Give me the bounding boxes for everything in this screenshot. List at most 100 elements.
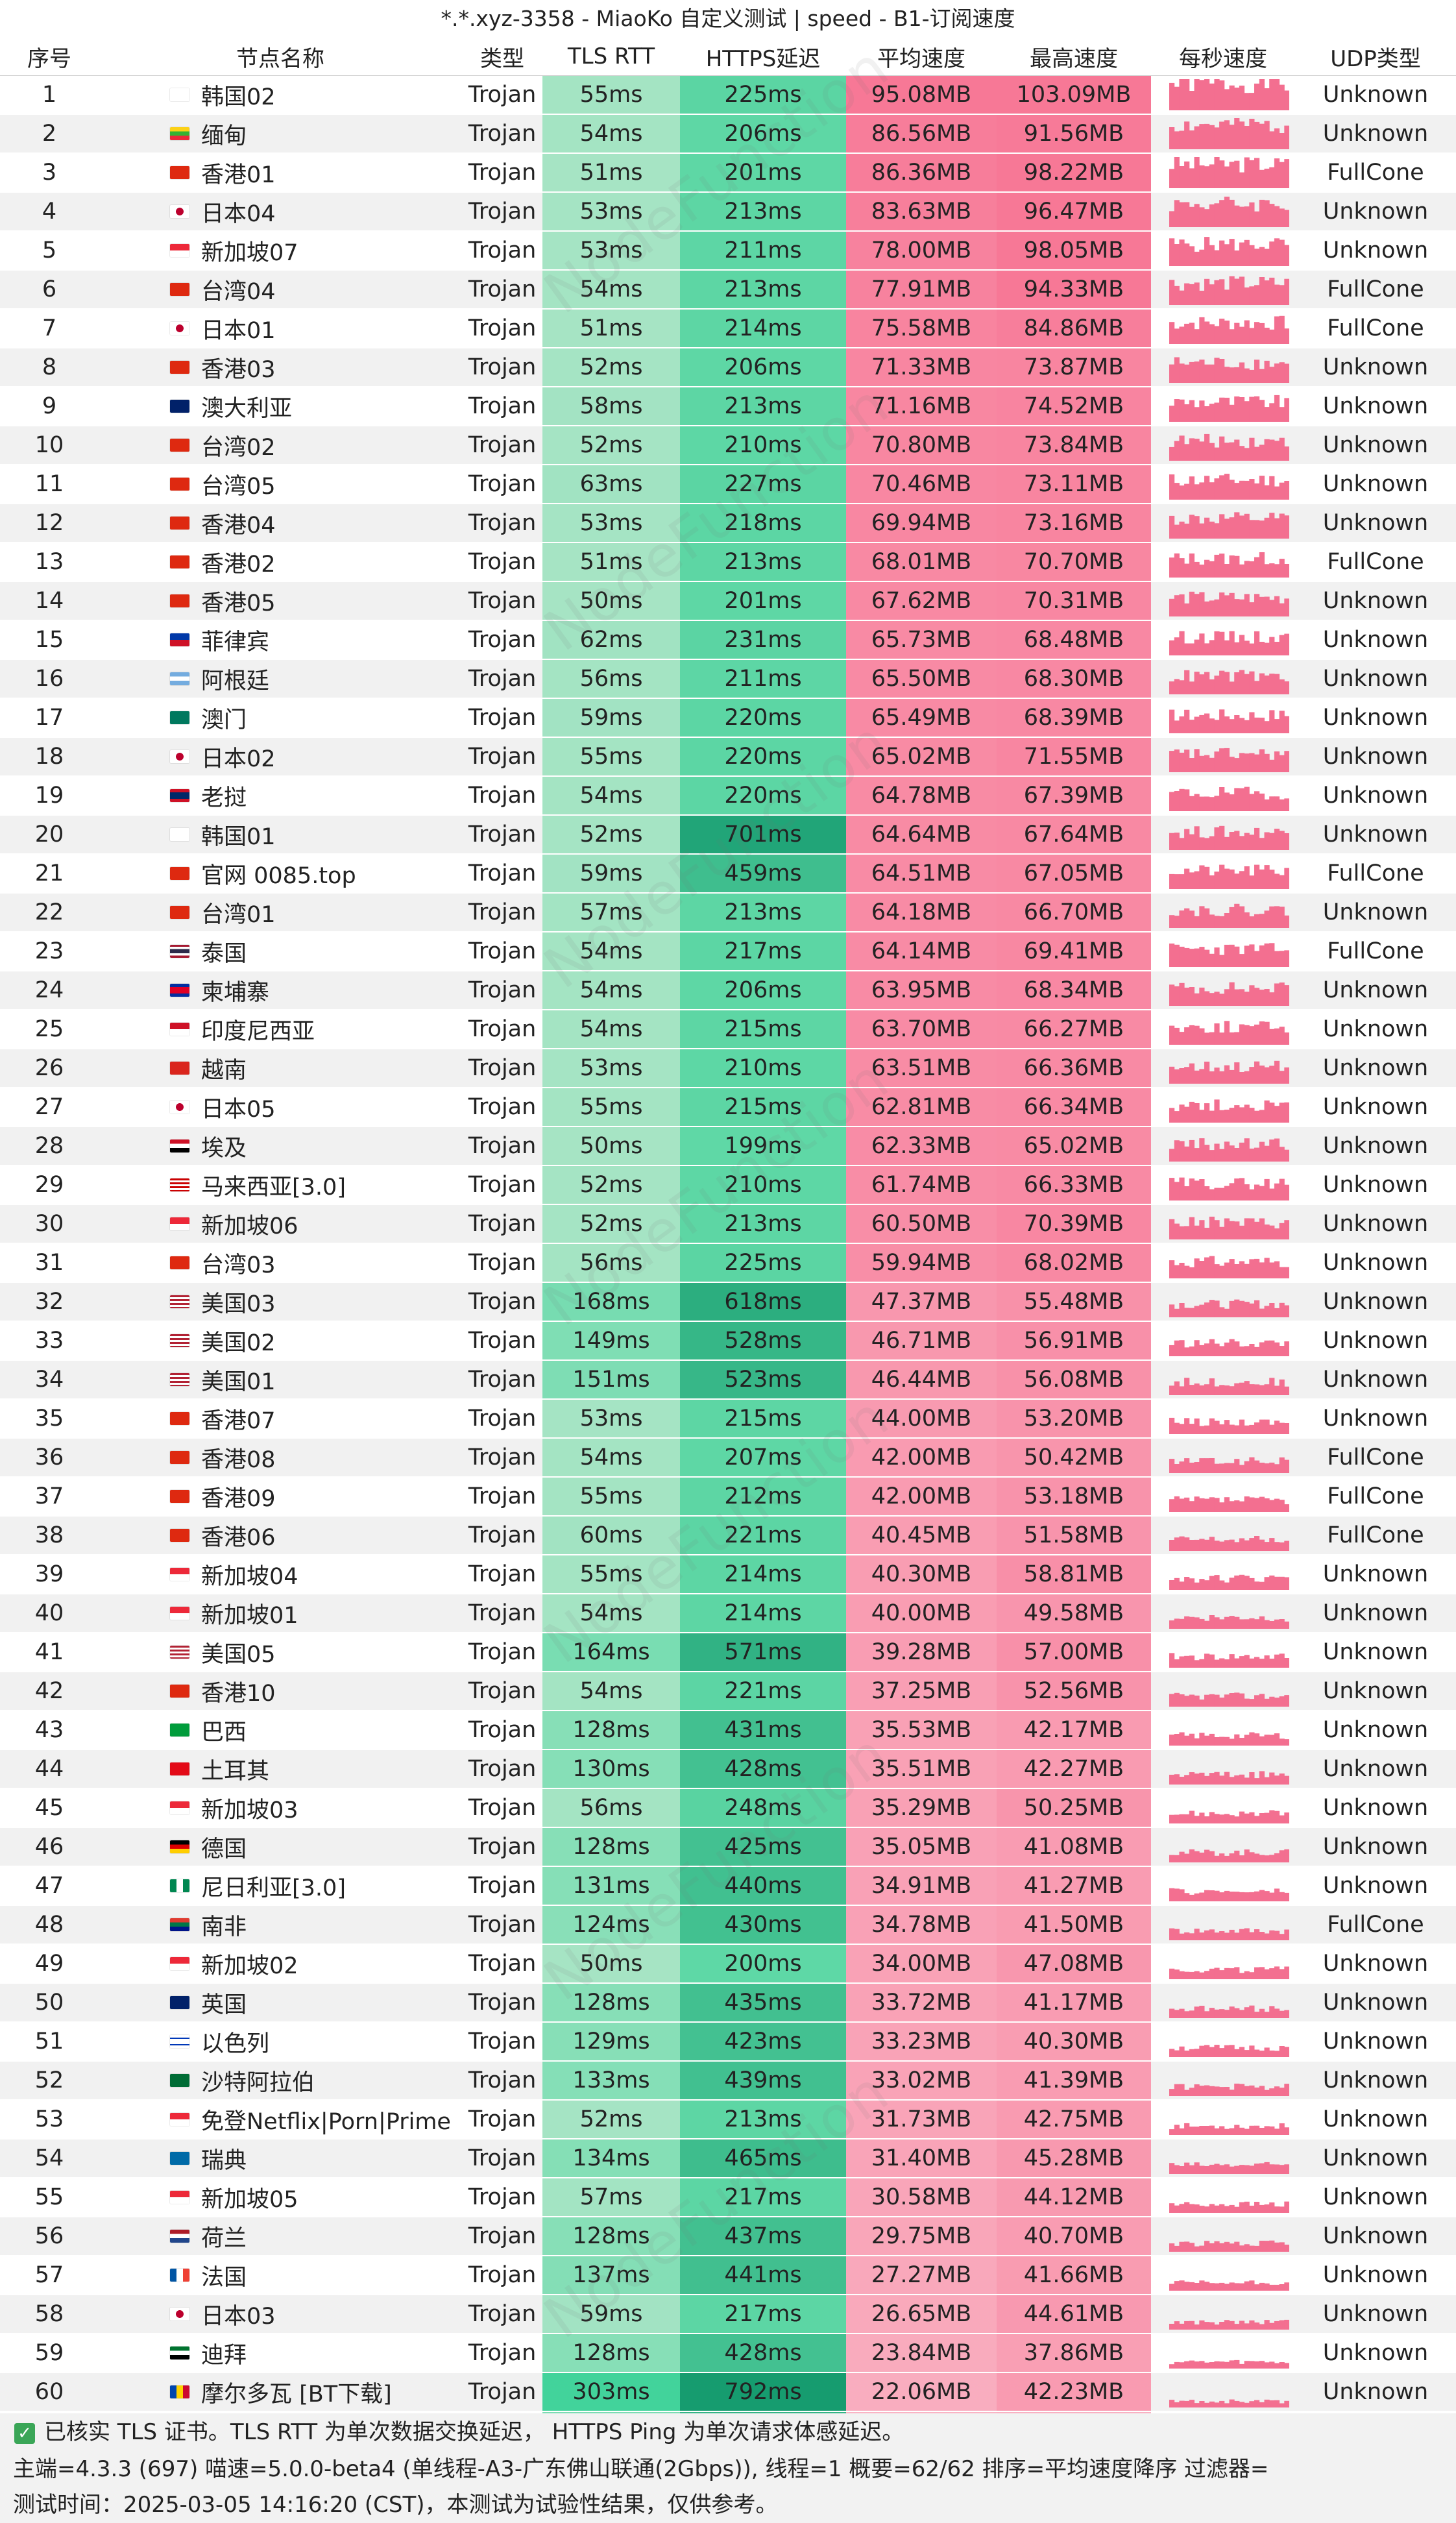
col-header-https-latency[interactable]: HTTPS延迟 xyxy=(680,38,846,76)
speed-sparkline xyxy=(1169,1417,1289,1434)
speed-sample-bar xyxy=(1209,640,1215,655)
tls-rtt: 168ms xyxy=(542,1282,680,1322)
table-row[interactable]: 23 泰国 Trojan 54ms 217ms 64.14MB 69.41MB FullCon… xyxy=(0,932,1456,971)
speed-sample-bar xyxy=(1279,1934,1285,1940)
speed-sample-bar xyxy=(1214,1694,1220,1707)
speed-sample-bar xyxy=(1264,88,1270,110)
table-row[interactable]: 57 法国 Trojan 137ms 441ms 27.27MB 41.66MB Unknow… xyxy=(0,2256,1456,2295)
speed-sample-bar xyxy=(1204,406,1210,422)
table-row[interactable]: 17 澳门 Trojan 59ms 220ms 65.49MB 68.39MB Unknown xyxy=(0,698,1456,738)
table-row[interactable]: 21 官网 0085.top Trojan 59ms 459ms 64.51MB 67.05… xyxy=(0,854,1456,894)
table-row[interactable]: 14 香港05 Trojan 50ms 201ms 67.62MB 70.31MB Unkno… xyxy=(0,581,1456,621)
jp-flag-icon xyxy=(170,750,189,763)
https-latency: 439ms xyxy=(680,2061,846,2101)
max-speed: 50.42MB xyxy=(997,1438,1151,1478)
table-row[interactable]: 39 新加坡04 Trojan 55ms 214ms 40.30MB 58.81MB Unkn… xyxy=(0,1555,1456,1594)
table-row[interactable]: 22 台湾01 Trojan 57ms 213ms 64.18MB 66.70MB Unkno… xyxy=(0,893,1456,932)
table-row[interactable]: 2 缅甸 Trojan 54ms 206ms 86.56MB 91.56MB Unknown xyxy=(0,114,1456,154)
table-row[interactable]: 53 免登Netflix|Porn|Prime Trojan 52ms 213ms 31.… xyxy=(0,2100,1456,2139)
table-row[interactable]: 30 新加坡06 Trojan 52ms 213ms 60.50MB 70.39MB Unkn… xyxy=(0,1204,1456,1244)
speed-sample-bar xyxy=(1174,986,1180,1006)
table-row[interactable]: 28 埃及 Trojan 50ms 199ms 62.33MB 65.02MB Unknown xyxy=(0,1127,1456,1166)
table-row[interactable]: 60 摩尔多瓦 [BT下载] Trojan 303ms 792ms 22.06MB 42.2… xyxy=(0,2372,1456,2412)
table-row[interactable]: 7 日本01 Trojan 51ms 214ms 75.58MB 84.86MB FullCo… xyxy=(0,309,1456,348)
table-row[interactable]: 29 马来西亚[3.0] Trojan 52ms 210ms 61.74MB 66.33MB… xyxy=(0,1165,1456,1205)
table-row[interactable]: 3 香港01 Trojan 51ms 201ms 86.36MB 98.22MB FullCo… xyxy=(0,153,1456,193)
speed-sample-bar xyxy=(1209,2008,1215,2018)
table-row[interactable]: 25 印度尼西亚 Trojan 54ms 215ms 63.70MB 66.27MB Unkn… xyxy=(0,1010,1456,1049)
table-row[interactable]: 41 美国05 Trojan 164ms 571ms 39.28MB 57.00MB Unkn… xyxy=(0,1633,1456,1672)
table-row[interactable]: 49 新加坡02 Trojan 50ms 200ms 34.00MB 47.08MB Unkn… xyxy=(0,1944,1456,1984)
col-header-avg-speed[interactable]: 平均速度 xyxy=(846,38,997,76)
table-row[interactable]: 59 迪拜 Trojan 128ms 428ms 23.84MB 37.86MB Unknow… xyxy=(0,2334,1456,2373)
col-header-max-speed[interactable]: 最高速度 xyxy=(997,38,1151,76)
speed-sample-bar xyxy=(1279,84,1285,110)
table-row[interactable]: 26 越南 Trojan 53ms 210ms 63.51MB 66.36MB Unknown xyxy=(0,1049,1456,1088)
table-row[interactable]: 35 香港07 Trojan 53ms 215ms 44.00MB 53.20MB Unkno… xyxy=(0,1399,1456,1439)
speed-sample-bar xyxy=(1214,1099,1220,1123)
table-row[interactable]: 5 新加坡07 Trojan 53ms 211ms 78.00MB 98.05MB Unkno… xyxy=(0,231,1456,271)
speed-sample-bar xyxy=(1244,594,1250,616)
table-row[interactable]: 1 韩国02 Trojan 55ms 225ms 95.08MB 103.09MB Unkno… xyxy=(0,75,1456,115)
speed-sample-bar xyxy=(1284,2400,1289,2407)
table-row[interactable]: 58 日本03 Trojan 59ms 217ms 26.65MB 44.61MB Unkno… xyxy=(0,2295,1456,2334)
table-row[interactable]: 56 荷兰 Trojan 128ms 437ms 29.75MB 40.70MB Unknow… xyxy=(0,2217,1456,2256)
table-row[interactable]: 13 香港02 Trojan 51ms 213ms 68.01MB 70.70MB FullC… xyxy=(0,542,1456,582)
table-row[interactable]: 19 老挝 Trojan 54ms 220ms 64.78MB 67.39MB Unknown xyxy=(0,776,1456,816)
node-name-cell: 摩尔多瓦 [BT下载] xyxy=(99,2372,462,2412)
speed-sample-bar xyxy=(1194,79,1200,110)
col-header-type[interactable]: 类型 xyxy=(462,38,542,76)
table-row[interactable]: 11 台湾05 Trojan 63ms 227ms 70.46MB 73.11MB Unkno… xyxy=(0,465,1456,504)
col-header-per-second-speed[interactable]: 每秒速度 xyxy=(1151,38,1295,76)
max-speed: 68.48MB xyxy=(997,620,1151,660)
col-header-udp-type[interactable]: UDP类型 xyxy=(1295,38,1456,76)
table-row[interactable]: 18 日本02 Trojan 55ms 220ms 65.02MB 71.55MB Unkno… xyxy=(0,737,1456,777)
table-row[interactable]: 54 瑞典 Trojan 134ms 465ms 31.40MB 45.28MB Unknow… xyxy=(0,2139,1456,2178)
table-row[interactable]: 4 日本04 Trojan 53ms 213ms 83.63MB 96.47MB Unknow… xyxy=(0,192,1456,232)
table-row[interactable]: 36 香港08 Trojan 54ms 207ms 42.00MB 50.42MB FullC… xyxy=(0,1438,1456,1478)
table-row[interactable]: 37 香港09 Trojan 55ms 212ms 42.00MB 53.18MB FullC… xyxy=(0,1477,1456,1517)
table-row[interactable]: 27 日本05 Trojan 55ms 215ms 62.81MB 66.34MB Unkno… xyxy=(0,1088,1456,1127)
table-row[interactable]: 24 柬埔寨 Trojan 54ms 206ms 63.95MB 68.34MB Unknow… xyxy=(0,971,1456,1010)
speed-sample-bar xyxy=(1184,1186,1190,1201)
speed-sample-bar xyxy=(1169,474,1175,500)
table-row[interactable]: 52 沙特阿拉伯 Trojan 133ms 439ms 33.02MB 41.39MB Unk… xyxy=(0,2061,1456,2101)
row-index: 55 xyxy=(0,2178,99,2217)
speed-sample-bar xyxy=(1234,1383,1240,1395)
speed-sample-bar xyxy=(1279,1379,1285,1395)
table-row[interactable]: 33 美国02 Trojan 149ms 528ms 46.71MB 56.91MB Unkn… xyxy=(0,1321,1456,1361)
table-row[interactable]: 40 新加坡01 Trojan 54ms 214ms 40.00MB 49.58MB Unkn… xyxy=(0,1594,1456,1633)
speed-sample-bar xyxy=(1239,515,1245,539)
table-row[interactable]: 20 韩国01 Trojan 52ms 701ms 64.64MB 67.64MB Unkno… xyxy=(0,815,1456,855)
table-row[interactable]: 45 新加坡03 Trojan 56ms 248ms 35.29MB 50.25MB Unkn… xyxy=(0,1788,1456,1828)
speed-sample-bar xyxy=(1244,2165,1250,2174)
table-row[interactable]: 42 香港10 Trojan 54ms 221ms 37.25MB 52.56MB Unkno… xyxy=(0,1672,1456,1711)
table-row[interactable]: 32 美国03 Trojan 168ms 618ms 47.37MB 55.48MB Unkn… xyxy=(0,1282,1456,1322)
table-row[interactable]: 8 香港03 Trojan 52ms 206ms 71.33MB 73.87MB Unknow… xyxy=(0,348,1456,387)
table-row[interactable]: 48 南非 Trojan 124ms 430ms 34.78MB 41.50MB FullCo… xyxy=(0,1905,1456,1945)
table-row[interactable]: 46 德国 Trojan 128ms 425ms 35.05MB 41.08MB Unknow… xyxy=(0,1827,1456,1867)
table-row[interactable]: 51 以色列 Trojan 129ms 423ms 33.23MB 40.30MB Unkno… xyxy=(0,2022,1456,2062)
col-header-node-name[interactable]: 节点名称 xyxy=(99,38,462,76)
table-row[interactable]: 55 新加坡05 Trojan 57ms 217ms 30.58MB 44.12MB Unkn… xyxy=(0,2178,1456,2217)
speed-sample-bar xyxy=(1204,364,1210,383)
table-row[interactable]: 31 台湾03 Trojan 56ms 225ms 59.94MB 68.02MB Unkno… xyxy=(0,1243,1456,1283)
table-row[interactable]: 10 台湾02 Trojan 52ms 210ms 70.80MB 73.84MB Unkno… xyxy=(0,426,1456,465)
table-row[interactable]: 38 香港06 Trojan 60ms 221ms 40.45MB 51.58MB FullC… xyxy=(0,1516,1456,1555)
table-row[interactable]: 43 巴西 Trojan 128ms 431ms 35.53MB 42.17MB Unknow… xyxy=(0,1711,1456,1750)
table-row[interactable]: 50 英国 Trojan 128ms 435ms 33.72MB 41.17MB Unknow… xyxy=(0,1983,1456,2023)
table-row[interactable]: 6 台湾04 Trojan 54ms 213ms 77.91MB 94.33MB FullCo… xyxy=(0,270,1456,310)
table-row[interactable]: 15 菲律宾 Trojan 62ms 231ms 65.73MB 68.48MB Unknow… xyxy=(0,620,1456,660)
node-name-cell: 新加坡03 xyxy=(99,1788,462,1828)
table-row[interactable]: 44 土耳其 Trojan 130ms 428ms 35.51MB 42.27MB Unkno… xyxy=(0,1749,1456,1789)
speed-sample-bar xyxy=(1229,1463,1235,1473)
table-row[interactable]: 47 尼日利亚[3.0] Trojan 131ms 440ms 34.91MB 41.27M… xyxy=(0,1866,1456,1906)
col-header-index[interactable]: 序号 xyxy=(0,38,99,76)
table-row[interactable]: 9 澳大利亚 Trojan 58ms 213ms 71.16MB 74.52MB Unknow… xyxy=(0,387,1456,426)
table-row[interactable]: 16 阿根廷 Trojan 56ms 211ms 65.50MB 68.30MB Unknow… xyxy=(0,659,1456,699)
table-row[interactable]: 34 美国01 Trojan 151ms 523ms 46.44MB 56.08MB Unkn… xyxy=(0,1360,1456,1400)
table-row[interactable]: 12 香港04 Trojan 53ms 218ms 69.94MB 73.16MB Unkno… xyxy=(0,504,1456,543)
speed-sample-bar xyxy=(1284,515,1289,539)
speed-sample-bar xyxy=(1234,1178,1240,1201)
col-header-tls-rtt[interactable]: TLS RTT xyxy=(542,38,680,76)
